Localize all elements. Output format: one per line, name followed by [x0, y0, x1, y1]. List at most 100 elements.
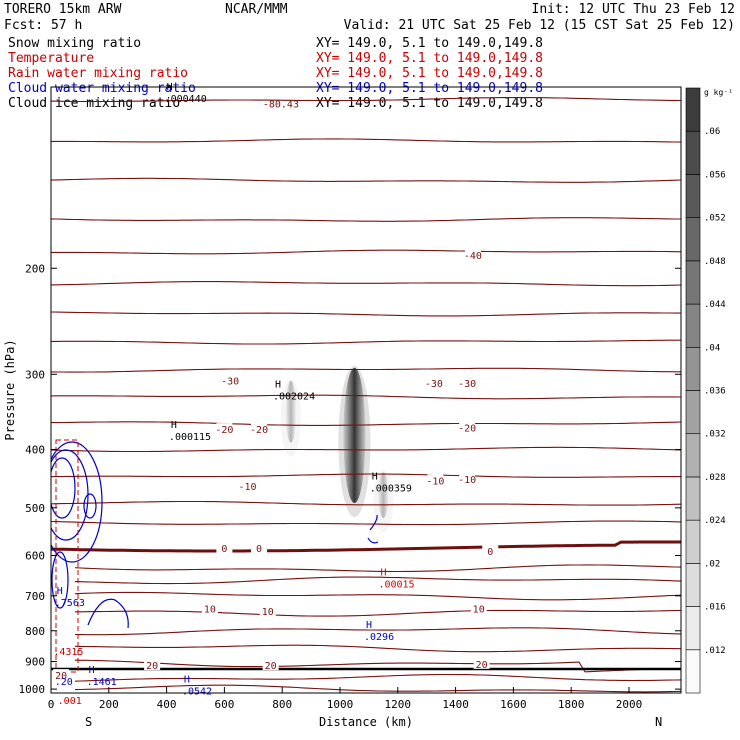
- temperature-contour-label: -10: [238, 482, 256, 493]
- colorbar-tick-label: .044: [704, 300, 726, 310]
- extremum-value: .20: [55, 677, 73, 688]
- temperature-contour-labels: -40 -30 -30 -30 -20 -20 -20 -10 -10 -10 0 0 0 10 10 10 2…: [53, 248, 499, 682]
- colorbar-tick-label: .012: [704, 646, 726, 656]
- contour-label-bg: [459, 376, 476, 388]
- extremum-value: .000115: [169, 432, 211, 443]
- colorbar-swatch: [685, 519, 701, 564]
- temperature-contour-line: [74, 564, 681, 573]
- temperature-contour-line: [51, 367, 681, 373]
- contour-label-bg: [473, 657, 490, 669]
- temperature-contour-label: -40: [464, 251, 482, 262]
- x-axis-title: Distance (km): [319, 715, 413, 729]
- temperature-contour-label: -30: [221, 376, 239, 387]
- temperature-contour-label: 20: [265, 661, 277, 672]
- field-xy: XY= 149.0, 5.1 to 149.0,149.8: [316, 36, 543, 51]
- field-xy: XY= 149.0, 5.1 to 149.0,149.8: [316, 66, 543, 81]
- contour-label-bg: [482, 545, 499, 557]
- south-label: S: [85, 715, 92, 729]
- snow-shading-core: [343, 367, 366, 504]
- extremum-marker: H: [372, 471, 378, 482]
- temperature-contour-line: [51, 500, 681, 506]
- temperature-contour-label: 20: [146, 661, 158, 672]
- temperature-contour-line: [51, 311, 681, 317]
- temperature-contour-label: 10: [262, 607, 274, 618]
- temperature-contour-label: 20: [55, 671, 67, 682]
- contour-label-bg: [201, 602, 218, 614]
- colorbar-tick-label: .052: [704, 214, 726, 224]
- colorbar-swatch: [685, 130, 701, 175]
- extremum-marker: H: [366, 620, 372, 631]
- temperature-contour-label: -30: [425, 379, 443, 390]
- extremum-marker: H: [57, 586, 63, 597]
- temperature-contour-line: [74, 627, 681, 636]
- extremum-value: .000440: [165, 94, 207, 105]
- header: TORERO 15km ARW NCAR/MMM Init: 12 UTC Th…: [4, 2, 735, 33]
- field-name: Snow mixing ratio: [8, 36, 141, 51]
- temperature-contour-line: [51, 138, 681, 143]
- extremum-marker: H: [380, 567, 386, 578]
- colorbar-swatch: [685, 346, 701, 391]
- temperature-contour-line: [74, 684, 681, 693]
- temperature-contour-label: -20: [458, 424, 476, 435]
- y-tick-label: 900: [25, 656, 45, 669]
- extremum-marker: H: [89, 665, 95, 676]
- temperature-contour-line: [75, 609, 681, 617]
- colorbar-swatch: [685, 606, 701, 651]
- cloud-water-contour: [367, 537, 379, 544]
- x-tick-label: 400: [157, 698, 177, 711]
- colorbar-tick-label: .028: [704, 473, 726, 483]
- freezing-level-contour: [51, 540, 681, 553]
- contour-label-bg: [53, 669, 70, 681]
- x-tick-label: 1800: [558, 698, 585, 711]
- contour-label-bg: [222, 374, 239, 386]
- contour-label-bg: [470, 602, 487, 614]
- axes: 0 200 400 600 800 1000 1200 1400 1600 1800 2000200…: [19, 262, 681, 711]
- colorbar-swatch: [685, 260, 701, 305]
- x-tick-label: 2000: [616, 698, 643, 711]
- y-axis-title: Pressure (hPa): [3, 339, 17, 440]
- contour-label-bg: [262, 659, 279, 671]
- temperature-contour-line: [51, 177, 681, 183]
- temperature-contour-line: [51, 394, 681, 400]
- temperature-contour-line: [51, 446, 681, 453]
- colorbar-tick-label: .056: [704, 170, 726, 180]
- extremum-marker: H: [167, 82, 173, 93]
- colorbar-tick-label: .06: [704, 127, 720, 137]
- extremum-marker: H: [184, 674, 190, 685]
- temperature-contour-line: [51, 421, 681, 426]
- colorbar-swatch: [685, 390, 701, 435]
- colorbar-swatch: [685, 433, 701, 478]
- colorbar-tick-label: .032: [704, 430, 726, 440]
- contour-label-bg: [464, 248, 481, 260]
- temperature-contour-line: [51, 217, 681, 222]
- contour-label-bg: [427, 474, 444, 486]
- field-xy: XY= 149.0, 5.1 to 149.0,149.8: [316, 51, 543, 66]
- colorbar-swatch: [685, 649, 701, 694]
- contour-label-bg: [216, 542, 233, 554]
- field-name: Temperature: [8, 51, 94, 66]
- contour-label-bg: [144, 659, 161, 671]
- temperature-contour-line: [74, 644, 681, 653]
- y-tick-label: 400: [25, 444, 45, 457]
- colorbar-swatch: [685, 174, 701, 218]
- extremum-value: .0296: [364, 632, 394, 643]
- colorbar-swatch: [685, 87, 701, 132]
- cloud-water-contour: [51, 441, 103, 563]
- x-tick-label: 800: [272, 698, 292, 711]
- init-time: Init: 12 UTC Thu 23 Feb 12: [532, 2, 736, 17]
- colorbar-tick-label: .048: [704, 257, 726, 267]
- temperature-contour-label: 10: [204, 605, 216, 616]
- colorbar-swatch: [685, 563, 701, 607]
- temperature-contour-label: 20: [476, 660, 488, 671]
- y-tick-label: 800: [25, 625, 45, 638]
- temperature-contour-label: -30: [458, 379, 476, 390]
- colorbar-tick-label: .036: [704, 387, 726, 397]
- temperature-contour-label: -10: [458, 475, 476, 486]
- field-name: Cloud water mixing ratio: [8, 81, 196, 96]
- cloud-water-contour: [51, 551, 69, 609]
- x-tick-label: 1000: [327, 698, 354, 711]
- temperature-contour-line: [51, 281, 681, 287]
- y-tick-label: 300: [25, 368, 45, 381]
- colorbar-swatch: [685, 476, 701, 521]
- extremum-marker: H: [171, 420, 177, 431]
